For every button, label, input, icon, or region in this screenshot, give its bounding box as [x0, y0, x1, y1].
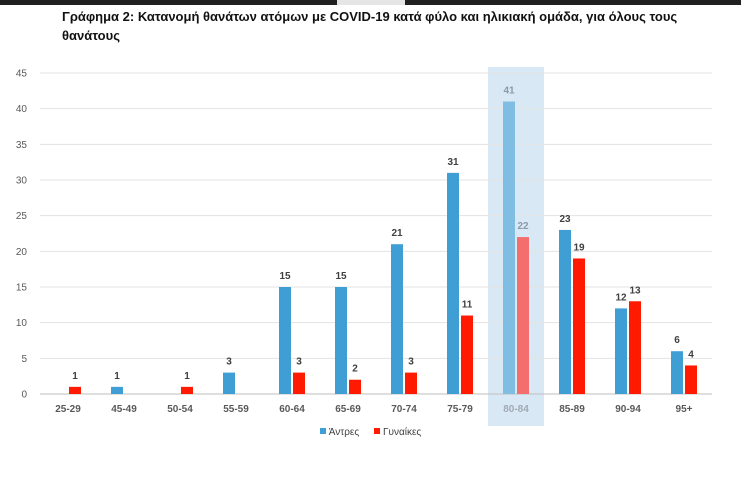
data-label-men-65-69: 15: [335, 271, 347, 282]
bar-women-70-74: [405, 372, 417, 394]
x-axis-ticks: 25-29 45-49 50-54 55-59 60-64 65-69 70-74 75-79…: [55, 404, 692, 415]
bar-women-75-79: [461, 315, 473, 394]
data-label-women-80-84: 22: [517, 221, 529, 232]
bar-men-90-94: [615, 308, 627, 394]
data-label-women-50-54: 1: [184, 371, 190, 382]
legend-item-men: Άντρες: [319, 427, 360, 438]
legend: Άντρες Γυναίκες: [0, 427, 741, 438]
highlight-band: [488, 67, 544, 426]
data-label-women-65-69: 2: [352, 364, 358, 375]
x-tick-label: 25-29: [55, 404, 81, 415]
data-label-women-25-29: 1: [72, 371, 78, 382]
bar-men-95+: [671, 351, 683, 394]
highlight-layer: [488, 67, 544, 426]
bar-women-60-64: [293, 372, 305, 394]
data-label-women-85-89: 19: [573, 242, 585, 253]
y-tick-label: 30: [16, 176, 28, 187]
bars: [69, 101, 697, 395]
data-label-men-55-59: 3: [226, 357, 232, 368]
window-top-tab: [337, 0, 405, 5]
y-tick-label: 5: [21, 354, 27, 365]
legend-label-men: Άντρες: [328, 427, 360, 438]
bar-men-45-49: [111, 386, 123, 394]
bar-women-85-89: [573, 258, 585, 394]
y-tick-label: 0: [21, 390, 27, 401]
x-tick-label: 80-84: [503, 404, 529, 415]
y-tick-label: 35: [16, 140, 28, 151]
bar-men-60-64: [279, 287, 291, 394]
bar-women-80-84: [517, 237, 529, 394]
y-axis-ticks: 0 5 10 15 20 25 30 35 40 45: [16, 69, 28, 401]
x-tick-label: 85-89: [559, 404, 585, 415]
data-label-men-85-89: 23: [559, 214, 571, 225]
bar-women-95+: [685, 365, 697, 394]
y-tick-label: 45: [16, 69, 28, 80]
x-tick-label: 70-74: [391, 404, 417, 415]
legend-swatch-women: [373, 428, 380, 435]
x-tick-label: 90-94: [615, 404, 641, 415]
legend-swatch-men: [319, 428, 326, 435]
y-tick-label: 20: [16, 247, 28, 258]
bar-women-65-69: [349, 379, 361, 394]
data-label-women-70-74: 3: [408, 357, 414, 368]
bar-men-80-84: [503, 101, 515, 395]
data-label-women-75-79: 11: [462, 300, 473, 311]
data-label-men-45-49: 1: [114, 371, 120, 382]
x-tick-label: 50-54: [167, 404, 193, 415]
bar-women-50-54: [181, 386, 193, 394]
data-label-men-80-84: 41: [503, 86, 515, 97]
x-tick-label: 75-79: [447, 404, 473, 415]
y-tick-label: 40: [16, 104, 28, 115]
legend-label-women: Γυναίκες: [382, 427, 422, 438]
bar-men-55-59: [223, 372, 235, 394]
grid-layer: [40, 72, 712, 395]
y-tick-label: 15: [16, 283, 28, 294]
bar-women-90-94: [629, 301, 641, 394]
bar-men-75-79: [447, 172, 459, 394]
data-label-men-90-94: 12: [615, 292, 627, 303]
data-label-women-60-64: 3: [296, 357, 302, 368]
x-tick-label: 60-64: [279, 404, 305, 415]
bar-men-85-89: [559, 229, 571, 394]
data-label-men-60-64: 15: [279, 271, 291, 282]
legend-item-women: Γυναίκες: [373, 427, 422, 438]
bar-men-70-74: [391, 244, 403, 394]
y-tick-label: 10: [16, 318, 28, 329]
x-tick-label: 45-49: [111, 404, 137, 415]
x-tick-label: 55-59: [223, 404, 249, 415]
chart-title: Γράφημα 2: Κατανομή θανάτων ατόμων με CO…: [62, 9, 678, 43]
data-label-men-75-79: 31: [447, 157, 459, 168]
bar-men-65-69: [335, 287, 347, 394]
x-tick-label: 95+: [676, 404, 693, 415]
y-tick-label: 25: [16, 211, 28, 222]
data-label-women-90-94: 13: [629, 285, 641, 296]
data-label-men-70-74: 21: [391, 228, 403, 239]
data-label-women-95+: 4: [688, 349, 694, 360]
bar-women-25-29: [69, 386, 81, 394]
data-label-men-95+: 6: [674, 335, 680, 346]
x-tick-label: 65-69: [335, 404, 361, 415]
